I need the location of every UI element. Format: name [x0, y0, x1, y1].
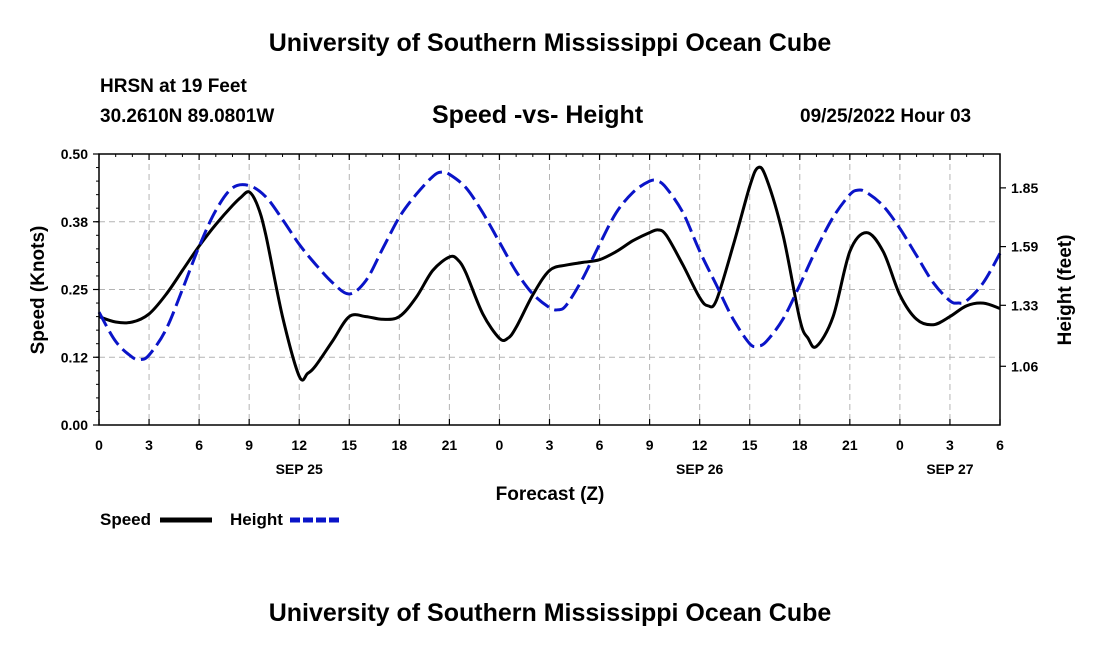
x-tick-label: 3: [946, 437, 954, 453]
legend-speed-label: Speed: [100, 510, 151, 529]
y-axis-left-title: Speed (Knots): [28, 226, 49, 355]
x-tick-label: 0: [496, 437, 504, 453]
x-tick-label: 3: [546, 437, 554, 453]
station-label: HRSN at 19 Feet: [100, 76, 247, 97]
date-label: SEP 27: [926, 461, 973, 477]
chart-title: Speed -vs- Height: [432, 101, 644, 129]
legend-height-label: Height: [230, 510, 283, 529]
x-tick-label: 6: [996, 437, 1004, 453]
station-coordinates: 30.2610N 89.0801W: [100, 106, 275, 127]
x-tick-label: 15: [341, 437, 357, 453]
date-label: SEP 26: [676, 461, 723, 477]
footer-title: University of Southern Mississippi Ocean…: [268, 599, 832, 627]
forecast-datetime: 09/25/2022 Hour 03: [800, 106, 972, 127]
x-tick-label: 18: [792, 437, 808, 453]
main-title: University of Southern Mississippi Ocean…: [268, 29, 832, 57]
x-tick-label: 9: [245, 437, 253, 453]
y-left-tick-label: 0.50: [61, 146, 88, 162]
x-axis-title: Forecast (Z): [496, 484, 605, 505]
x-tick-label: 21: [442, 437, 458, 453]
y-right-tick-label: 1.85: [1011, 180, 1038, 196]
y-left-tick-label: 0.12: [61, 349, 88, 365]
series-layer: [97, 165, 1002, 382]
date-label: SEP 25: [276, 461, 323, 477]
y-left-tick-label: 0.38: [61, 214, 88, 230]
x-tick-label: 15: [742, 437, 758, 453]
y-right-tick-label: 1.33: [1011, 297, 1038, 313]
y-axis-right-title: Height (feet): [1055, 235, 1076, 346]
y-left-tick-label: 0.25: [61, 282, 88, 298]
x-tick-label: 0: [896, 437, 904, 453]
x-tick-label: 18: [392, 437, 408, 453]
x-tick-label: 3: [145, 437, 153, 453]
series-line-height: [97, 170, 1002, 362]
x-tick-label: 21: [842, 437, 858, 453]
x-tick-label: 6: [195, 437, 203, 453]
x-tick-label: 9: [646, 437, 654, 453]
legend: Speed Height: [100, 510, 342, 529]
y-right-tick-label: 1.06: [1011, 358, 1038, 374]
grid: [99, 154, 1000, 425]
tick-labels: 0 3 6 9 12 15 18 21 0 3 6 9 12 15 18 21 0 3 6 SEP 25 SEP 26 S…: [61, 146, 1039, 477]
x-tick-label: 12: [291, 437, 307, 453]
y-right-tick-label: 1.59: [1011, 239, 1038, 255]
x-tick-label: 12: [692, 437, 708, 453]
y-left-tick-label: 0.00: [61, 417, 88, 433]
ticks: [93, 153, 1006, 426]
x-tick-label: 6: [596, 437, 604, 453]
series-line-speed: [98, 165, 1001, 382]
x-tick-label: 0: [95, 437, 103, 453]
